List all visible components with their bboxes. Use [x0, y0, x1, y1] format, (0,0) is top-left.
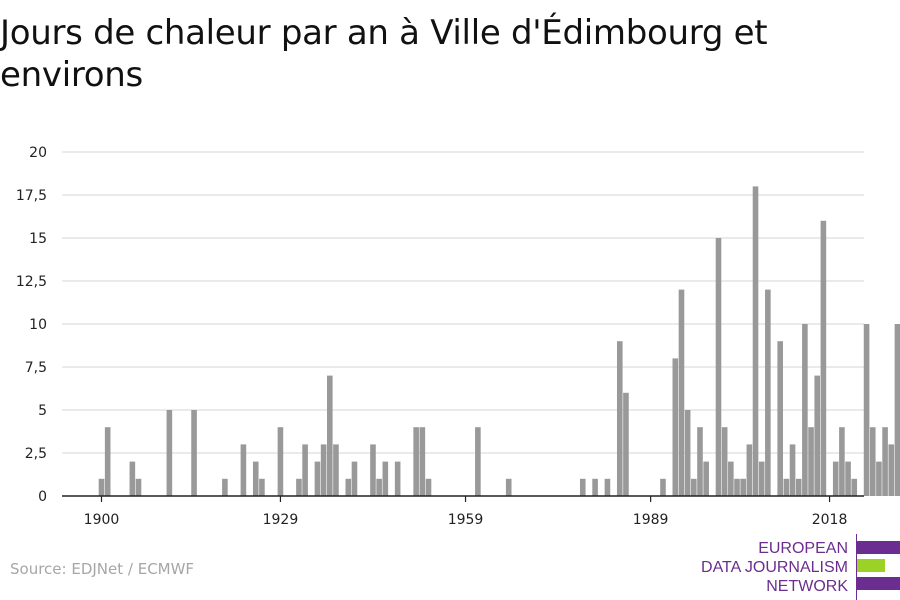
bar [684, 410, 691, 496]
bar [660, 478, 666, 496]
bar [678, 289, 685, 496]
bar [734, 478, 740, 496]
bar [413, 427, 419, 496]
bar [876, 461, 882, 496]
bar [851, 478, 858, 496]
bar [703, 461, 709, 496]
bar [820, 220, 827, 497]
edjnet-logo: EUROPEAN DATA JOURNALISM NETWORK [700, 534, 900, 600]
x-tick-label: 1989 [633, 512, 669, 528]
bar [370, 444, 376, 496]
bar [382, 461, 389, 496]
bar [222, 478, 228, 496]
x-tick-label: 1959 [448, 512, 484, 528]
bar [604, 478, 611, 496]
x-tick-label: 1900 [84, 512, 120, 528]
bar [296, 478, 302, 496]
bar [882, 427, 888, 496]
bar [166, 410, 173, 496]
bar [672, 358, 679, 496]
bar [475, 427, 481, 496]
y-tick-label: 5 [38, 403, 47, 419]
logo-line-3: NETWORK [766, 578, 848, 595]
y-tick-label: 0 [38, 489, 47, 505]
bar [832, 461, 839, 496]
bar [888, 444, 895, 496]
logo-bar-bottom [857, 577, 900, 590]
bar [783, 478, 790, 496]
bar [419, 427, 426, 496]
bar [697, 427, 703, 496]
bar [376, 478, 382, 496]
bar [326, 375, 333, 496]
bar [691, 478, 697, 496]
bar [592, 478, 598, 496]
bar [320, 444, 327, 496]
bar [746, 444, 753, 496]
bar [758, 461, 765, 496]
source-credit: Source: EDJNet / ECMWF [10, 560, 195, 578]
bar [894, 324, 900, 496]
bar [752, 186, 759, 496]
bar [616, 341, 623, 496]
bar [314, 461, 321, 496]
bar [579, 478, 586, 496]
bar [333, 444, 339, 496]
bar [802, 324, 808, 496]
logo-bar-top [857, 541, 900, 554]
y-tick-label: 7,5 [25, 360, 47, 376]
logo-text: EUROPEAN DATA JOURNALISM NETWORK [701, 539, 848, 596]
y-tick-label: 2,5 [25, 446, 47, 462]
bar [765, 289, 771, 496]
bar [845, 461, 851, 496]
bar [814, 375, 821, 496]
bar [623, 392, 629, 496]
bar [869, 427, 876, 496]
x-tick-label: 1929 [263, 512, 299, 528]
bar [129, 461, 136, 496]
y-tick-label: 15 [29, 231, 47, 247]
bar [863, 324, 870, 496]
bar [728, 461, 734, 496]
x-tick-label: 2018 [812, 512, 848, 528]
bar [345, 478, 352, 496]
chart-title: Jours de chaleur par an à Ville d'Édimbo… [0, 13, 768, 95]
bar [715, 238, 722, 496]
bar [98, 478, 105, 496]
bar [808, 427, 814, 496]
bar [394, 461, 401, 496]
bar [135, 478, 142, 496]
bar [351, 461, 358, 496]
bar [839, 427, 845, 496]
bar [721, 427, 728, 496]
bar [302, 444, 308, 496]
logo-line-2: DATA JOURNALISM [701, 559, 848, 576]
logo-bar-middle [857, 559, 885, 572]
y-tick-label: 10 [29, 317, 47, 333]
bar [104, 427, 111, 496]
bar [259, 478, 265, 496]
bar [740, 478, 746, 496]
y-tick-label: 12,5 [16, 274, 47, 290]
logo-divider [856, 534, 857, 600]
bar [505, 478, 512, 496]
bar [240, 444, 247, 496]
bar [252, 461, 259, 496]
bar [795, 478, 802, 496]
bar [277, 427, 284, 496]
bar [191, 410, 197, 496]
bar [777, 341, 783, 496]
bar [425, 478, 432, 496]
bar-chart: 0 2,5 5 7,5 10 12,5 15 17,5 20 1900 1929 1959 1989 20… [16, 145, 900, 528]
y-tick-label: 20 [29, 145, 47, 161]
bar [789, 444, 796, 496]
logo-line-1: EUROPEAN [758, 540, 848, 557]
y-tick-label: 17,5 [16, 188, 47, 204]
